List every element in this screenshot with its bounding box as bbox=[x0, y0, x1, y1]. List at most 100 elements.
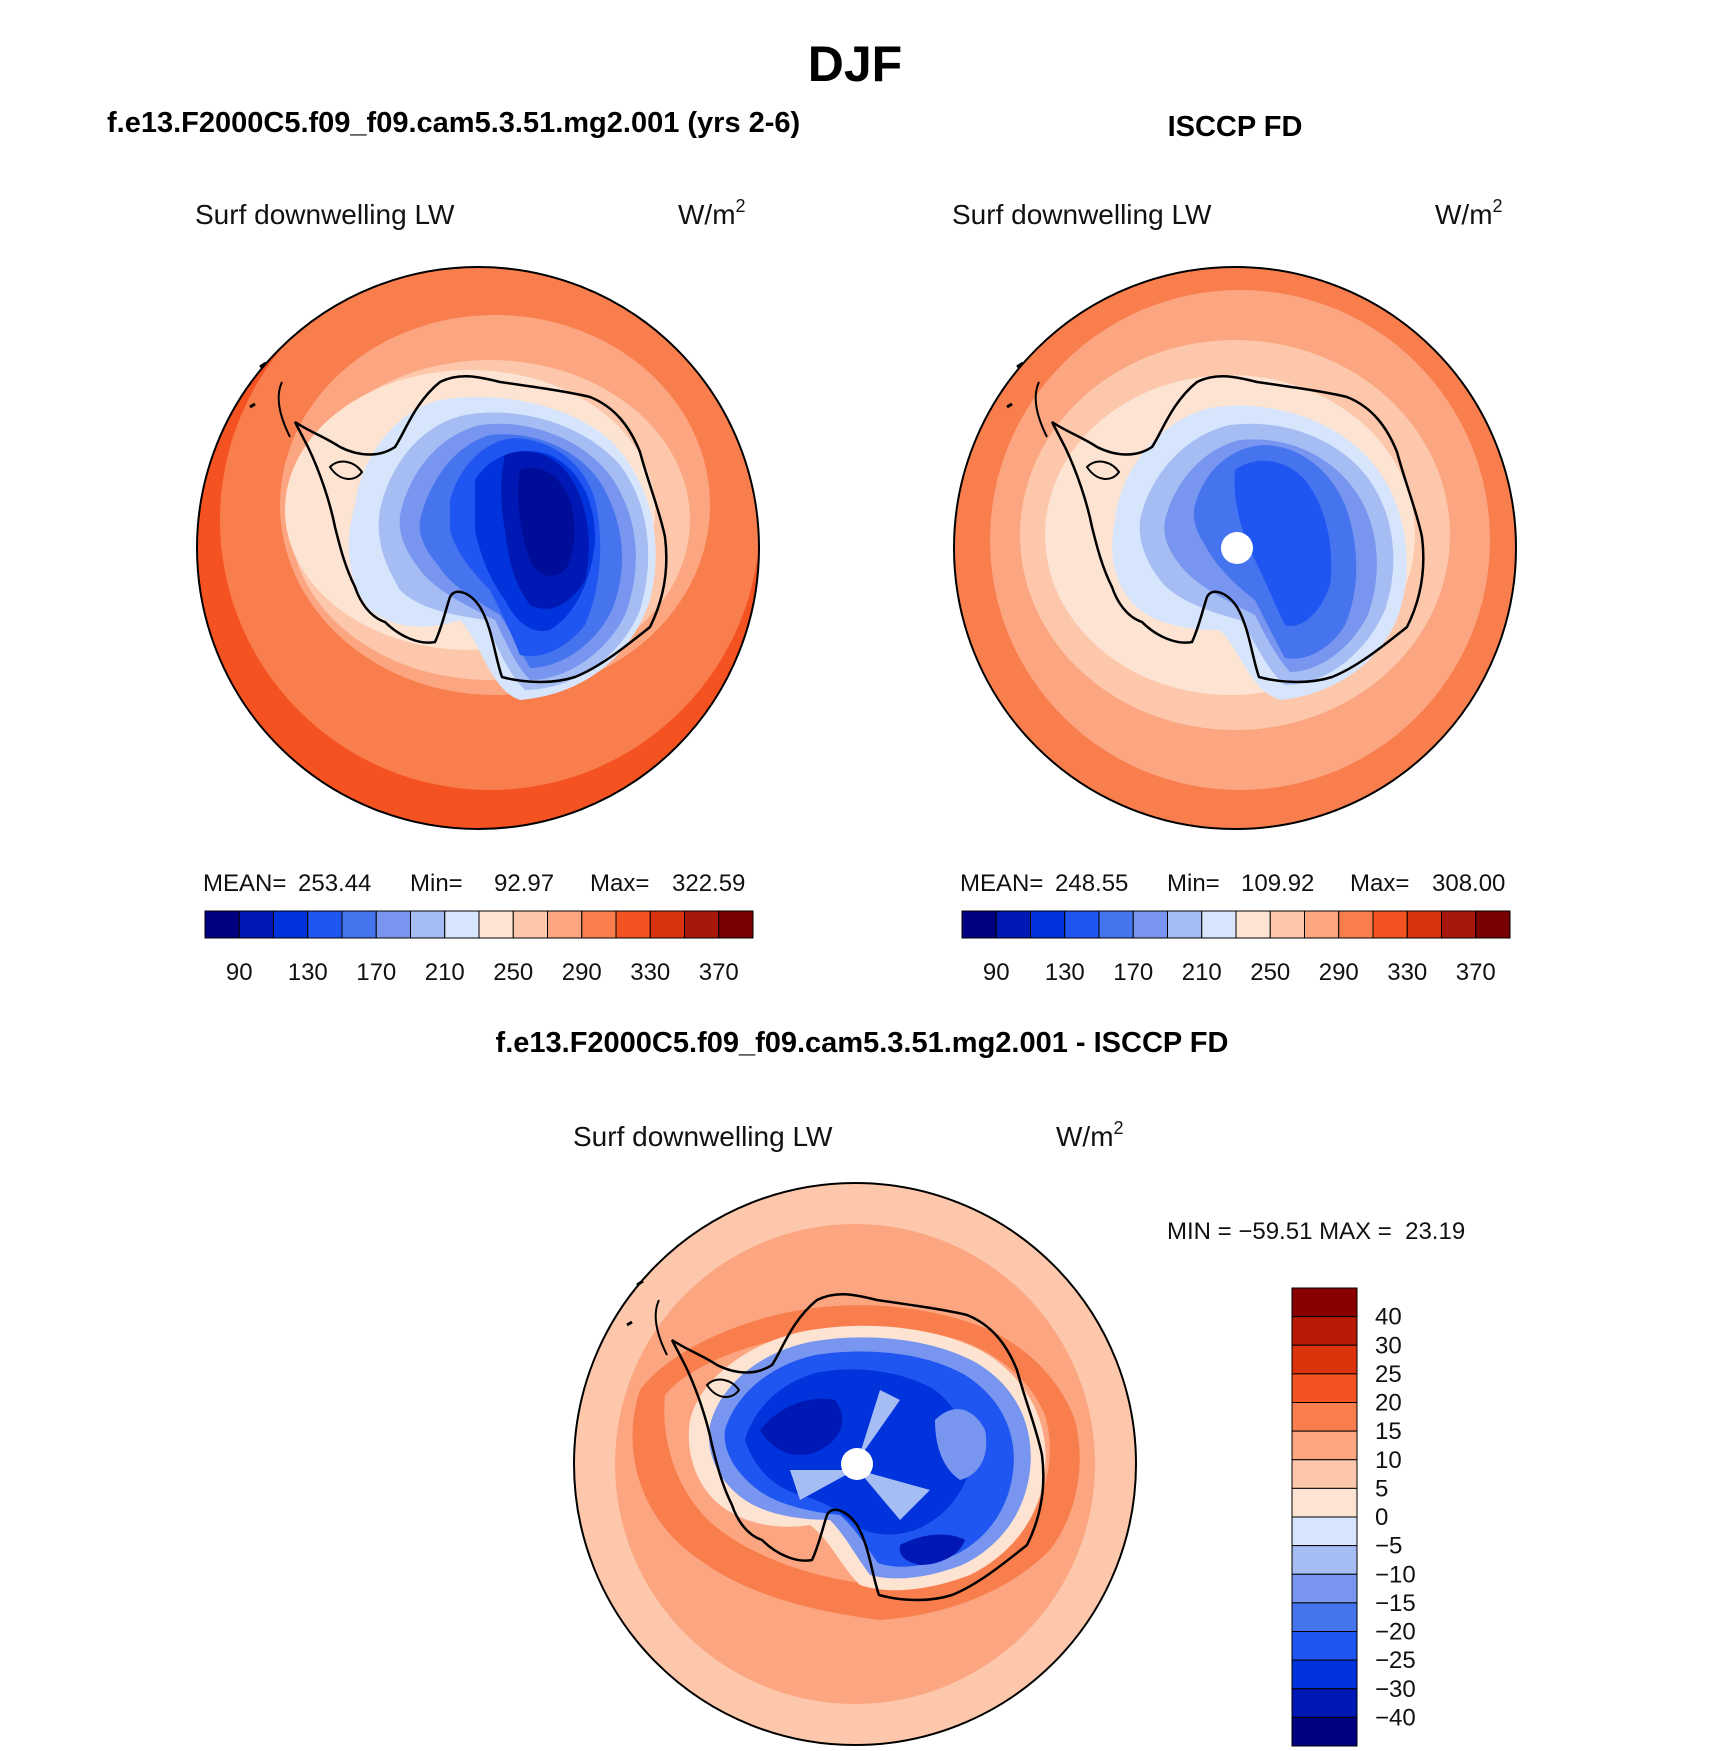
cbar-diff-tick-label: 30 bbox=[1375, 1332, 1402, 1359]
cbar-model-swatch-4 bbox=[341, 910, 377, 939]
cbar-diff-swatch-6 bbox=[1291, 1459, 1358, 1489]
cbar-obs-swatch-2 bbox=[1030, 910, 1066, 939]
cbar-diff-swatch-12 bbox=[1291, 1631, 1358, 1661]
cbar-model-tick-label: 170 bbox=[356, 959, 396, 986]
cbar-diff-tick-label: −5 bbox=[1375, 1533, 1402, 1560]
panel-model-mean-label: MEAN= bbox=[203, 870, 286, 897]
cbar-diff-swatch-5 bbox=[1291, 1430, 1358, 1461]
cbar-obs-swatch-13 bbox=[1406, 910, 1442, 939]
cbar-model-swatch-1 bbox=[238, 910, 274, 939]
panel-obs-variable-label: Surf downwelling LW bbox=[952, 199, 1212, 230]
cbar-diff-tick-label: −25 bbox=[1375, 1647, 1416, 1674]
cbar-model-tick-label: 250 bbox=[493, 959, 533, 986]
panel-obs-max-label: Max= bbox=[1350, 870, 1409, 897]
cbar-obs-swatch-7 bbox=[1201, 910, 1237, 939]
cbar-diff-swatch-15 bbox=[1291, 1716, 1358, 1747]
panel-diff-variable-label: Surf downwelling LW bbox=[573, 1121, 833, 1152]
cbar-diff-swatch-8 bbox=[1291, 1516, 1358, 1547]
cbar-model-tick-label: 90 bbox=[226, 959, 253, 986]
panel-model: f.e13.F2000C5.f09_f09.cam5.3.51.mg2.001 … bbox=[107, 107, 800, 986]
cbar-model-swatch-14 bbox=[684, 910, 720, 939]
panel-obs-mean-label: MEAN= bbox=[960, 870, 1043, 897]
panel-obs-min-label: Min= bbox=[1167, 870, 1220, 897]
panel-model-min-label: Min= bbox=[410, 870, 463, 897]
panel-obs-map bbox=[954, 267, 1516, 829]
cbar-obs-swatch-8 bbox=[1235, 910, 1271, 939]
cbar-diff-tick-label: 15 bbox=[1375, 1418, 1402, 1445]
cbar-obs-swatch-11 bbox=[1338, 910, 1374, 939]
panel-model-colorbar: 90 130 170 210 250 290 330 370 bbox=[204, 910, 754, 986]
cbar-diff-tick-label: −10 bbox=[1375, 1561, 1416, 1588]
cbar-diff-swatch-1 bbox=[1291, 1316, 1358, 1346]
cbar-obs-tick-label: 370 bbox=[1456, 959, 1496, 986]
panel-diff-stats: MIN = −59.51 MAX = 23.19 bbox=[1167, 1218, 1465, 1245]
panel-obs-units-label: W/m2 bbox=[1435, 196, 1503, 230]
panel-obs-mean-value: 248.55 bbox=[1055, 870, 1128, 897]
cbar-model-swatch-5 bbox=[375, 910, 411, 939]
cbar-model-swatch-8 bbox=[478, 910, 514, 939]
cbar-diff-swatch-4 bbox=[1291, 1402, 1358, 1432]
cbar-model-swatch-15 bbox=[718, 910, 754, 939]
cbar-diff-tick-label: 5 bbox=[1375, 1475, 1388, 1502]
panel-obs-colorbar: 90 130 170 210 250 290 330 370 bbox=[961, 910, 1511, 986]
cbar-model-tick-label: 210 bbox=[425, 959, 465, 986]
cbar-diff-tick-label: 10 bbox=[1375, 1447, 1402, 1474]
cbar-diff-swatch-2 bbox=[1291, 1344, 1358, 1375]
cbar-obs-tick-label: 290 bbox=[1319, 959, 1359, 986]
cbar-model-tick-label: 370 bbox=[699, 959, 739, 986]
cbar-obs-swatch-4 bbox=[1098, 910, 1134, 939]
panel-model-stats: MEAN= 253.44 Min= 92.97 Max= 322.59 bbox=[203, 870, 745, 897]
cbar-obs-swatch-5 bbox=[1132, 910, 1168, 939]
panel-diff-units-label: W/m2 bbox=[1056, 1118, 1124, 1152]
cbar-diff-tick-label: 0 bbox=[1375, 1504, 1388, 1531]
cbar-obs-swatch-14 bbox=[1441, 910, 1477, 939]
panel-model-max-value: 322.59 bbox=[672, 870, 745, 897]
cbar-model-swatch-2 bbox=[273, 910, 309, 939]
panel-obs: ISCCP FD Surf downwelling LW W/m2 MEAN= … bbox=[952, 111, 1517, 986]
panel-diff-title: f.e13.F2000C5.f09_f09.cam5.3.51.mg2.001 … bbox=[496, 1027, 1229, 1059]
cbar-diff-tick-label: 25 bbox=[1375, 1361, 1402, 1388]
panel-diff: f.e13.F2000C5.f09_f09.cam5.3.51.mg2.001 … bbox=[496, 1027, 1465, 1747]
cbar-diff-swatch-14 bbox=[1291, 1688, 1358, 1718]
cbar-diff-swatch-10 bbox=[1291, 1573, 1358, 1604]
cbar-obs-swatch-15 bbox=[1475, 910, 1511, 939]
panel-model-map bbox=[197, 267, 759, 829]
cbar-model-swatch-0 bbox=[204, 910, 240, 939]
cbar-obs-swatch-1 bbox=[995, 910, 1031, 939]
cbar-diff-swatch-7 bbox=[1291, 1487, 1358, 1518]
cbar-model-swatch-12 bbox=[615, 910, 651, 939]
cbar-model-tick-label: 130 bbox=[288, 959, 328, 986]
cbar-model-tick-label: 330 bbox=[630, 959, 670, 986]
cbar-obs-tick-label: 130 bbox=[1045, 959, 1085, 986]
panel-model-max-label: Max= bbox=[590, 870, 649, 897]
cbar-obs-tick-label: 90 bbox=[983, 959, 1010, 986]
panel-obs-title: ISCCP FD bbox=[1168, 111, 1303, 143]
cbar-obs-swatch-10 bbox=[1304, 910, 1340, 939]
panel-model-units-label: W/m2 bbox=[678, 196, 746, 230]
cbar-diff-swatch-11 bbox=[1291, 1602, 1358, 1632]
cbar-obs-swatch-0 bbox=[961, 910, 997, 939]
cbar-obs-tick-label: 210 bbox=[1182, 959, 1222, 986]
cbar-obs-swatch-6 bbox=[1167, 910, 1203, 939]
cbar-model-swatch-9 bbox=[512, 910, 548, 939]
panel-obs-stats: MEAN= 248.55 Min= 109.92 Max= 308.00 bbox=[960, 870, 1505, 897]
cbar-diff-tick-label: −30 bbox=[1375, 1676, 1416, 1703]
cbar-model-swatch-7 bbox=[444, 910, 480, 939]
cbar-model-swatch-11 bbox=[581, 910, 617, 939]
cbar-diff-tick-label: −40 bbox=[1375, 1704, 1416, 1731]
cbar-model-swatch-10 bbox=[547, 910, 583, 939]
cbar-diff-swatch-0 bbox=[1291, 1287, 1358, 1318]
panel-model-variable-label: Surf downwelling LW bbox=[195, 199, 455, 230]
cbar-obs-tick-label: 250 bbox=[1250, 959, 1290, 986]
cbar-model-swatch-6 bbox=[410, 910, 446, 939]
panel-obs-max-value: 308.00 bbox=[1432, 870, 1505, 897]
cbar-obs-tick-label: 170 bbox=[1113, 959, 1153, 986]
cbar-diff-swatch-3 bbox=[1291, 1373, 1358, 1403]
panel-model-mean-value: 253.44 bbox=[298, 870, 371, 897]
cbar-obs-swatch-9 bbox=[1269, 910, 1305, 939]
cbar-diff-tick-label: −15 bbox=[1375, 1590, 1416, 1617]
cbar-obs-swatch-3 bbox=[1064, 910, 1100, 939]
panel-obs-min-value: 109.92 bbox=[1241, 870, 1314, 897]
